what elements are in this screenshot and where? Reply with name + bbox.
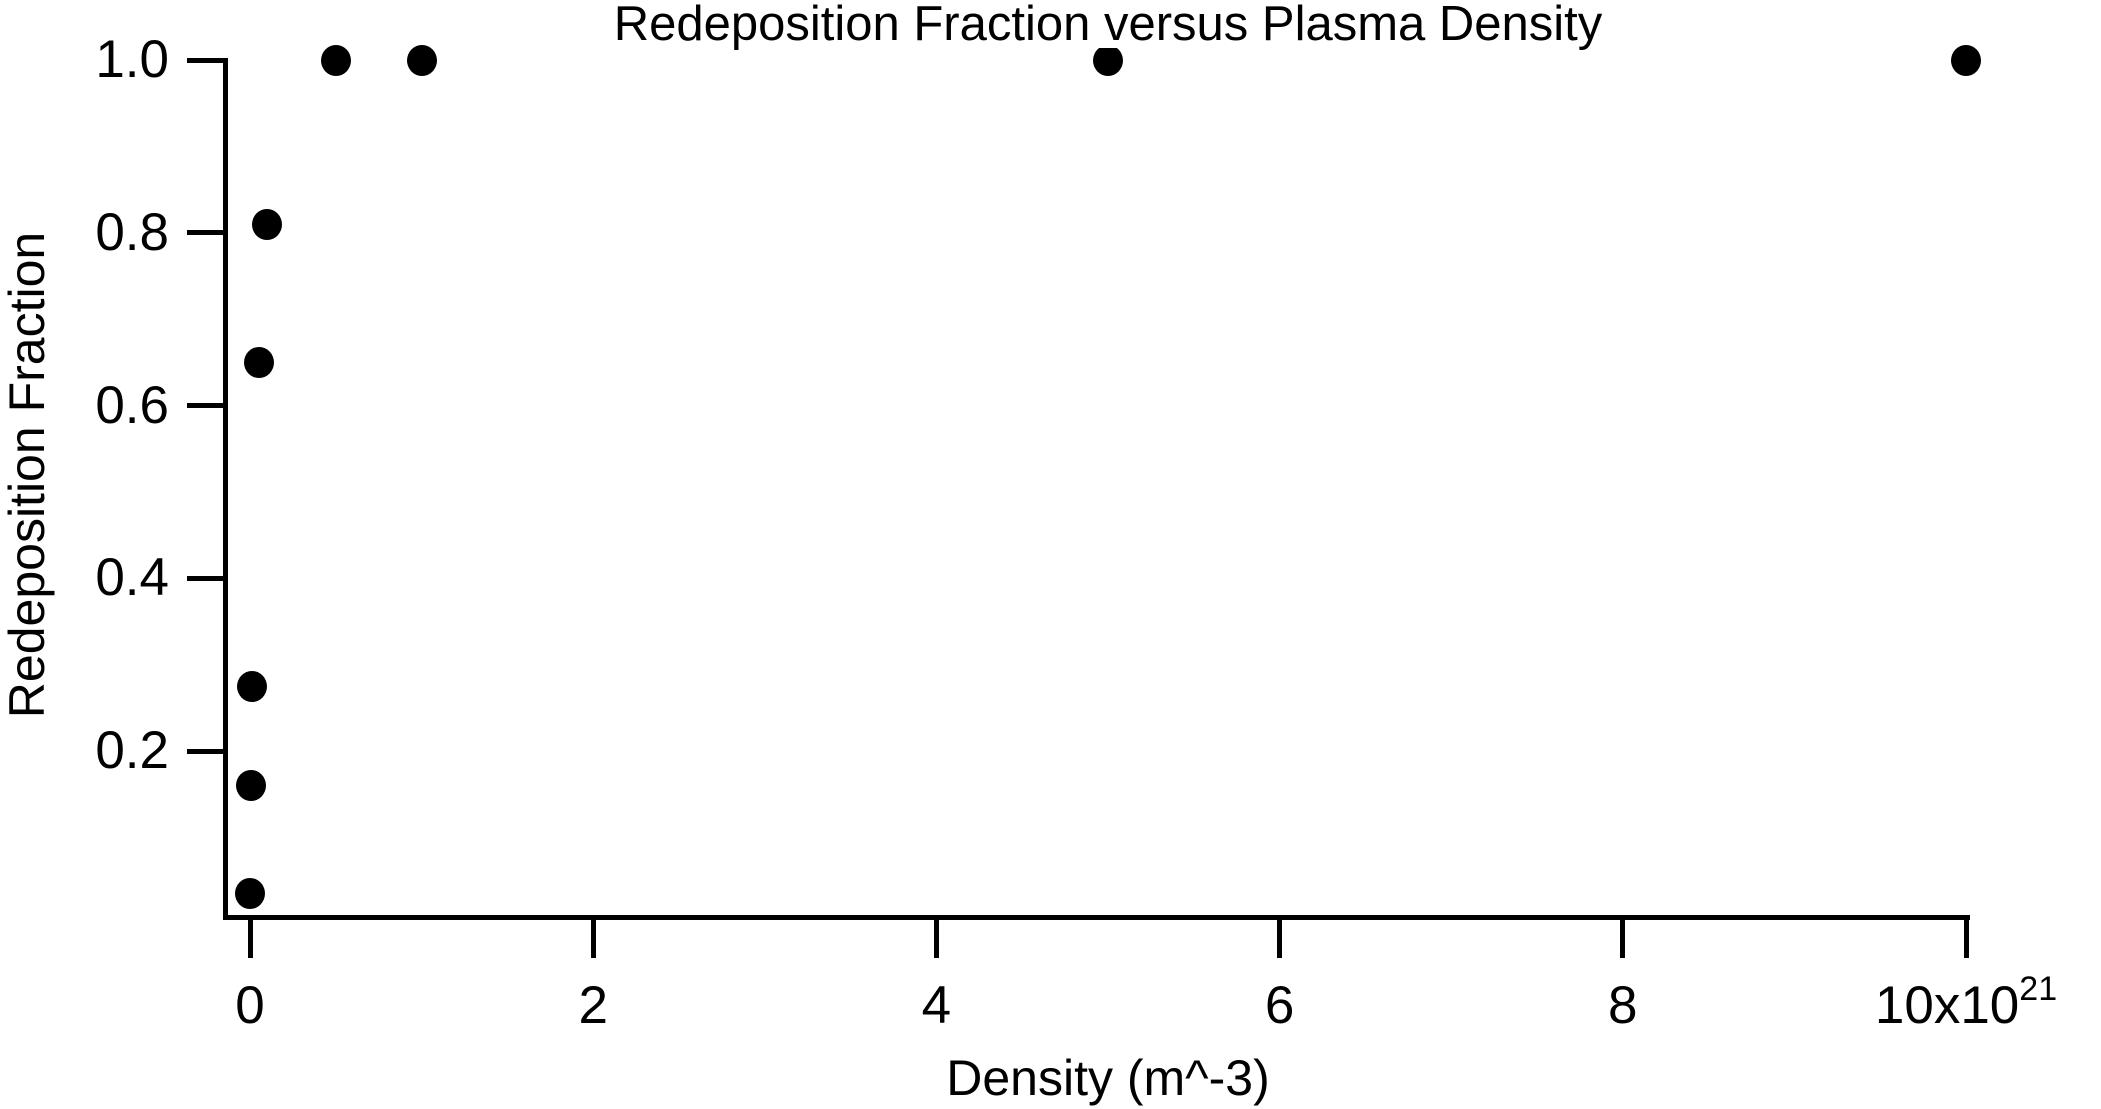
y-tick (186, 575, 225, 581)
y-tick (186, 748, 225, 754)
y-tick-label: 0.8 (95, 202, 169, 262)
x-tick-label: 4 (786, 979, 1086, 1032)
x-tick-label-text: 8 (1608, 976, 1638, 1035)
x-tick-label: 10x1021 (1816, 972, 2101, 1032)
x-tick-label-text: 2 (578, 976, 608, 1035)
x-tick-label-text: 6 (1264, 976, 1295, 1035)
x-tick (590, 917, 596, 958)
x-tick (247, 917, 253, 958)
x-tick-label: 2 (443, 979, 743, 1032)
x-tick-label: 0 (100, 979, 400, 1032)
data-point-marker (235, 878, 266, 910)
data-point-marker (320, 44, 351, 76)
x-axis-title: Density (m^-3) (946, 1050, 1270, 1106)
y-tick-label: 0.2 (95, 721, 169, 780)
x-tick (1963, 917, 1969, 958)
x-tick-label-text: 4 (921, 976, 952, 1035)
y-tick (186, 230, 225, 236)
y-tick (186, 403, 225, 408)
y-tick-label: 1.0 (95, 30, 169, 89)
data-point-marker (1951, 44, 1981, 76)
y-tick-label: 0.4 (95, 548, 169, 608)
data-point-marker (1093, 44, 1123, 76)
data-point-marker (235, 770, 266, 802)
y-axis-line (222, 57, 228, 920)
x-tick-label: 6 (1130, 979, 1430, 1032)
x-tick (1620, 917, 1626, 958)
y-tick (186, 57, 225, 63)
x-tick-label-text: 0 (235, 976, 265, 1035)
x-tick (933, 917, 939, 958)
data-point-marker (252, 208, 283, 240)
x-tick (1277, 917, 1283, 958)
data-point-marker (406, 44, 437, 76)
x-tick-label-exponent: 21 (2019, 970, 2058, 1009)
x-axis-line (222, 914, 1970, 920)
x-tick-label: 8 (1473, 979, 1773, 1032)
y-axis-title: Redeposition Fraction (0, 231, 55, 719)
y-tick-label: 0.6 (95, 375, 169, 435)
chart-title: Redeposition Fraction versus Plasma Dens… (613, 0, 1603, 51)
data-point-marker (236, 670, 267, 702)
x-tick-label-text: 10x10 (1874, 976, 2020, 1035)
data-point-marker (243, 346, 274, 378)
